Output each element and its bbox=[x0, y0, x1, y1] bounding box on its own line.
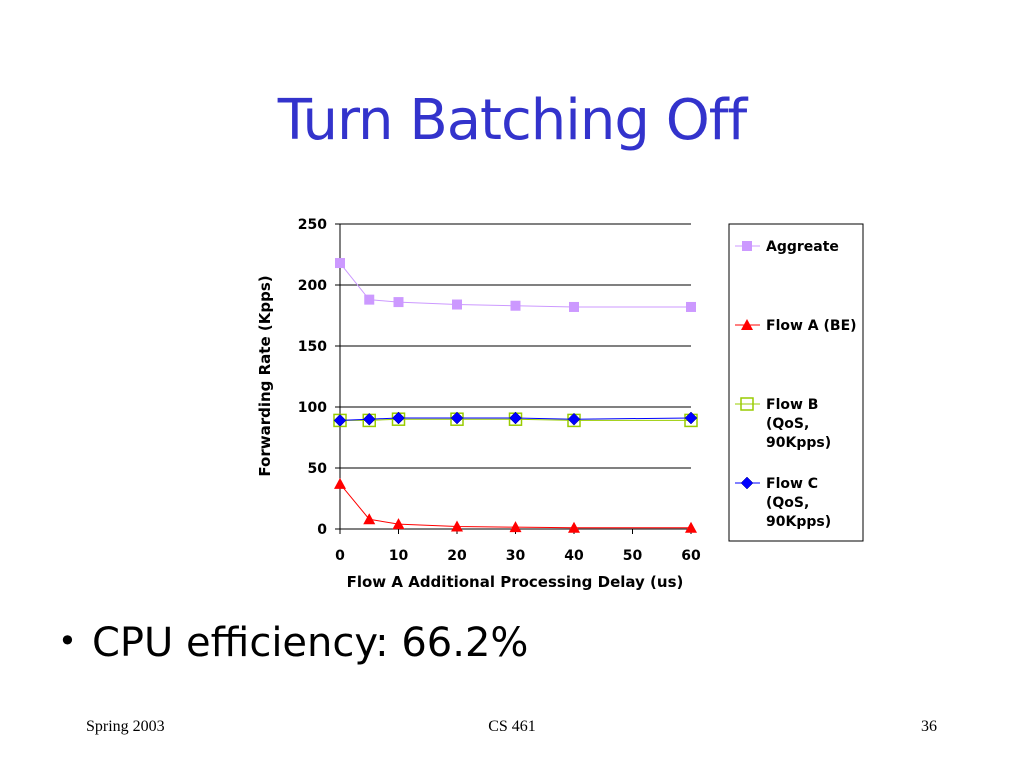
series-2-point bbox=[509, 521, 522, 533]
series-4-point bbox=[450, 411, 464, 425]
series-1-point bbox=[364, 294, 375, 305]
x-tick-label: 50 bbox=[623, 548, 643, 564]
series-1-point bbox=[510, 300, 521, 311]
x-tick-label: 40 bbox=[564, 548, 584, 564]
legend-entry-label: 90Kpps) bbox=[766, 435, 831, 451]
series-2-point bbox=[451, 520, 463, 532]
series-1-point bbox=[686, 301, 696, 312]
x-tick-label: 60 bbox=[681, 548, 701, 564]
series-2-point bbox=[568, 521, 580, 533]
series-4-point bbox=[567, 412, 581, 426]
series-4-point bbox=[509, 411, 522, 425]
legend-entry-label: (QoS, bbox=[766, 416, 809, 432]
legend-entry-label: Flow A (BE) bbox=[766, 318, 857, 334]
y-tick-label: 50 bbox=[308, 461, 328, 477]
series-1-point bbox=[393, 297, 404, 308]
series-4-point bbox=[333, 414, 347, 427]
bullet-item: • CPU efficiency: 66.2% bbox=[58, 620, 528, 666]
legend-entry-label: Flow B bbox=[766, 397, 818, 413]
series-1-point bbox=[335, 258, 345, 269]
y-axis-label: Forwarding Rate (Kpps) bbox=[256, 275, 274, 476]
series-2-point bbox=[685, 521, 697, 533]
x-axis-label: Flow A Additional Processing Delay (us) bbox=[347, 573, 684, 591]
series-4-point bbox=[392, 411, 405, 425]
x-tick-label: 30 bbox=[506, 548, 526, 564]
series-2-point bbox=[334, 477, 346, 489]
legend-swatch-marker bbox=[742, 241, 752, 251]
bullet-dot-icon: • bbox=[58, 622, 77, 660]
bullet-text: CPU efficiency: 66.2% bbox=[92, 620, 529, 666]
y-tick-label: 150 bbox=[298, 339, 327, 355]
series-4-point bbox=[362, 412, 376, 426]
series-1-point bbox=[569, 301, 579, 312]
x-tick-label: 0 bbox=[335, 548, 345, 564]
y-tick-label: 250 bbox=[298, 217, 327, 233]
legend-entry-label: Flow C bbox=[766, 476, 818, 492]
legend-box bbox=[728, 223, 864, 542]
x-tick-label: 20 bbox=[447, 548, 467, 564]
series-2-point bbox=[363, 513, 376, 525]
footer-course: CS 461 bbox=[488, 718, 536, 735]
legend-entry-label: (QoS, bbox=[766, 495, 809, 511]
slide-title: Turn Batching Off bbox=[277, 88, 747, 153]
series-4-point bbox=[684, 411, 698, 425]
y-tick-label: 0 bbox=[317, 522, 327, 538]
legend-entry-label: Aggreate bbox=[766, 239, 839, 255]
footer-date: Spring 2003 bbox=[86, 718, 165, 735]
series-2-point bbox=[392, 518, 405, 530]
legend-swatch-marker bbox=[741, 319, 753, 330]
x-tick-label: 10 bbox=[389, 548, 409, 564]
series-1-point bbox=[452, 299, 462, 310]
legend-swatch-marker bbox=[740, 397, 754, 411]
footer-page-number: 36 bbox=[921, 718, 937, 735]
legend-entry-label: 90Kpps) bbox=[766, 514, 831, 530]
y-tick-label: 100 bbox=[298, 400, 327, 416]
y-tick-label: 200 bbox=[298, 278, 327, 294]
legend-swatch-marker bbox=[740, 476, 754, 490]
